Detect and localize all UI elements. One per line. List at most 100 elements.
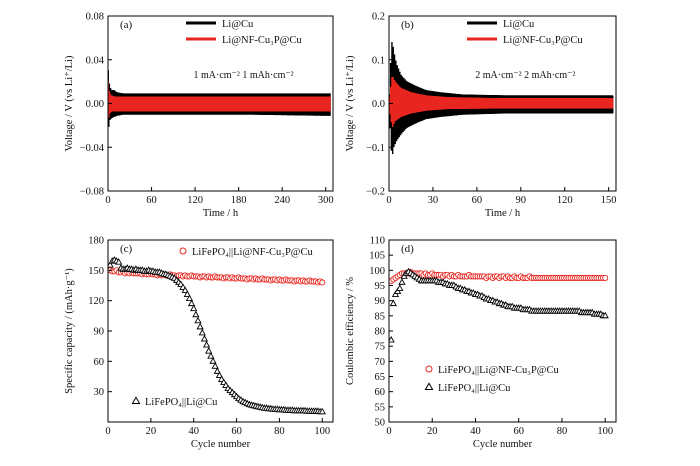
y-tick-label: 85 xyxy=(375,311,386,322)
legend-marker xyxy=(179,247,187,255)
y-tick-label: 105 xyxy=(369,251,385,262)
data-point xyxy=(209,357,217,364)
y-tick-label: 70 xyxy=(375,357,386,368)
panel-c: 0 20 40 60 80 100 30 60 90 120 150 180 Cycle number S… xyxy=(64,236,334,450)
series-1-trace xyxy=(108,81,331,118)
data-point xyxy=(200,334,209,342)
legend-label: LiFePO₄||Li@Cu xyxy=(145,397,218,408)
data-point xyxy=(393,287,402,294)
data-point xyxy=(215,371,224,378)
y-tick-label: 65 xyxy=(375,372,386,383)
y-tick-label: 110 xyxy=(370,236,385,247)
test-condition: 2 mA·cm⁻² 2 mAh·cm⁻² xyxy=(475,70,575,81)
x-tick-label: 80 xyxy=(274,426,285,437)
data-point xyxy=(213,367,221,374)
y-axis-title: Coulombic efficiency / % xyxy=(345,277,356,385)
data-point xyxy=(389,299,397,307)
y-tick-label: 0.0 xyxy=(372,99,385,110)
data-point xyxy=(396,284,404,291)
panel-label: (c) xyxy=(120,243,133,255)
x-tick-label: 60 xyxy=(472,195,483,206)
series-1-points xyxy=(108,256,326,415)
data-point xyxy=(196,322,204,330)
x-tick-label: 20 xyxy=(146,426,157,437)
series-1-line xyxy=(108,81,331,118)
data-point xyxy=(115,258,123,265)
data-point xyxy=(183,290,191,297)
x-tick-label: 0 xyxy=(105,195,110,206)
x-tick-label: 0 xyxy=(386,426,391,437)
series-1-trace xyxy=(389,76,614,128)
legend-label: LiFePO₄||Li@NF-Cu₃P@Cu xyxy=(192,247,313,258)
y-tick-label: 90 xyxy=(94,327,105,338)
y-tick-label: 0.04 xyxy=(86,55,105,66)
data-point xyxy=(190,304,198,312)
x-tick-label: 30 xyxy=(428,195,439,206)
data-point xyxy=(185,294,194,302)
data-point xyxy=(389,335,395,343)
y-tick-label: 75 xyxy=(375,342,386,353)
plot-area xyxy=(389,267,609,343)
panel-label: (d) xyxy=(401,243,414,255)
data-point xyxy=(318,407,326,415)
y-tick-label: −0.04 xyxy=(80,143,105,154)
legend: Li@Cu Li@NF-Cu₃P@Cu xyxy=(467,19,583,46)
data-point xyxy=(194,316,202,324)
x-tick-label: 180 xyxy=(231,195,247,206)
x-tick-label: 100 xyxy=(314,426,330,437)
legend: Li@Cu Li@NF-Cu₃P@Cu xyxy=(186,19,302,46)
y-tick-label: 30 xyxy=(94,387,105,398)
y-tick-label: 50 xyxy=(375,418,386,429)
y-tick-label: 55 xyxy=(375,402,386,413)
y-tick-label: 0.2 xyxy=(372,12,385,23)
y-axis-title: Voltage / V (vs Li⁺/Li) xyxy=(345,55,356,151)
data-point xyxy=(400,272,408,279)
y-tick-label: 90 xyxy=(375,296,386,307)
legend-marker xyxy=(131,396,141,405)
x-axis-title: Cycle number xyxy=(191,439,251,450)
plot-area xyxy=(108,256,326,415)
data-point xyxy=(108,261,114,268)
data-point xyxy=(207,352,215,359)
y-tick-label: 60 xyxy=(375,387,386,398)
panel-label: (b) xyxy=(401,19,414,31)
data-point xyxy=(391,290,400,297)
data-point xyxy=(319,279,326,286)
data-point xyxy=(198,328,206,336)
y-tick-label: 95 xyxy=(375,281,386,292)
data-point xyxy=(398,278,406,285)
legend-label: Li@NF-Cu₃P@Cu xyxy=(503,35,583,46)
legend: LiFePO₄||Li@NF-Cu₃P@Cu LiFePO₄||Li@Cu xyxy=(131,247,313,408)
legend-label: Li@Cu xyxy=(222,19,254,30)
y-tick-label: 0.00 xyxy=(86,99,104,110)
x-tick-label: 60 xyxy=(146,195,157,206)
plot-area xyxy=(389,41,614,155)
x-tick-label: 80 xyxy=(557,426,568,437)
y-tick-label: −0.1 xyxy=(366,143,385,154)
x-tick-label: 120 xyxy=(187,195,203,206)
x-tick-label: 120 xyxy=(557,195,573,206)
x-tick-label: 60 xyxy=(513,426,524,437)
y-tick-label: 120 xyxy=(88,296,104,307)
panel-label: (a) xyxy=(120,19,133,31)
x-tick-label: 0 xyxy=(105,426,110,437)
y-tick-label: 0.1 xyxy=(372,55,385,66)
y-tick-label: 80 xyxy=(375,327,386,338)
y-axis-title: Specific capacity / (mAh·g⁻¹) xyxy=(64,268,75,394)
x-tick-label: 300 xyxy=(318,195,334,206)
data-point xyxy=(181,286,189,293)
legend-marker xyxy=(425,365,433,373)
data-point xyxy=(602,274,609,281)
x-tick-label: 90 xyxy=(516,195,527,206)
y-tick-label: −0.2 xyxy=(366,187,385,198)
data-point xyxy=(205,347,213,354)
x-tick-label: 40 xyxy=(188,426,199,437)
x-tick-label: 60 xyxy=(231,426,242,437)
y-tick-label: 150 xyxy=(88,266,104,277)
y-tick-label: 180 xyxy=(88,236,104,247)
data-point xyxy=(202,341,211,348)
data-point xyxy=(187,299,196,307)
panel-d: 0 20 40 60 80 100 50 55 60 65 70 75 80 85 90 95 100 105 11… xyxy=(345,236,617,450)
legend-label: Li@NF-Cu₃P@Cu xyxy=(222,35,302,46)
